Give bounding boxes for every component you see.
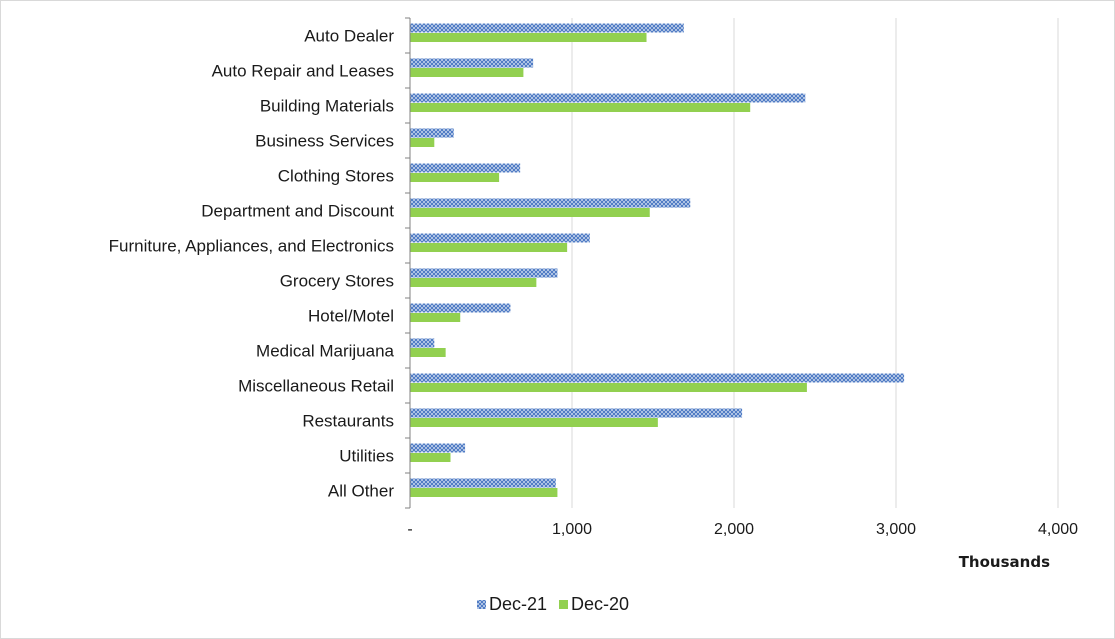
x-tick-label: 3,000 <box>876 521 916 538</box>
grid-lines <box>571 18 1059 508</box>
bar-dec-21-4 <box>410 163 521 173</box>
category-label: Miscellaneous Retail <box>238 377 394 396</box>
bar-dec-20-0 <box>410 33 647 42</box>
x-tick-label: 1,000 <box>552 521 592 538</box>
category-label: Restaurants <box>302 412 394 431</box>
bar-dec-21-10 <box>410 373 905 383</box>
bar-dec-21-7 <box>410 268 558 278</box>
legend-label-dec-20: Dec-20 <box>571 594 629 614</box>
bar-dec-21-11 <box>410 408 743 418</box>
bar-dec-21-13 <box>410 478 556 488</box>
bar-dec-20-12 <box>410 453 451 462</box>
bar-dec-20-13 <box>410 488 558 497</box>
bar-dec-21-0 <box>410 23 684 33</box>
legend: Dec-21 Dec-20 <box>477 594 629 614</box>
bar-dec-20-6 <box>410 243 568 252</box>
bar-dec-20-7 <box>410 278 537 287</box>
axes <box>405 17 411 509</box>
bars <box>410 23 905 497</box>
x-tick-labels: - 1,000 2,000 3,000 4,000 <box>407 521 1078 538</box>
legend-swatch-dec-21 <box>477 600 486 609</box>
x-tick-label: 4,000 <box>1038 521 1078 538</box>
category-label: Department and Discount <box>201 202 394 221</box>
bar-dec-21-2 <box>410 93 806 103</box>
category-label: Auto Repair and Leases <box>212 62 394 81</box>
x-axis-title: Thousands <box>959 553 1050 571</box>
category-label: Utilities <box>339 447 394 466</box>
bar-dec-21-1 <box>410 58 534 68</box>
bar-dec-21-5 <box>410 198 691 208</box>
bar-dec-20-2 <box>410 103 751 112</box>
category-label: Auto Dealer <box>304 27 394 46</box>
x-tick-label: - <box>407 521 412 538</box>
category-labels: Auto Dealer Auto Repair and Leases Buildin… <box>109 27 395 501</box>
bar-dec-21-12 <box>410 443 466 453</box>
bar-dec-20-10 <box>410 383 807 392</box>
bar-dec-21-9 <box>410 338 435 348</box>
category-label: Hotel/Motel <box>308 307 394 326</box>
category-label: Medical Marijuana <box>256 342 394 361</box>
x-tick-label: 2,000 <box>714 521 754 538</box>
category-label: All Other <box>328 482 394 501</box>
bar-dec-20-9 <box>410 348 446 357</box>
category-label: Clothing Stores <box>278 167 394 186</box>
legend-swatch-dec-20 <box>559 600 568 609</box>
bar-dec-21-3 <box>410 128 454 138</box>
category-label: Building Materials <box>260 97 394 116</box>
bar-dec-20-11 <box>410 418 658 427</box>
bar-dec-21-6 <box>410 233 590 243</box>
bar-dec-20-3 <box>410 138 435 147</box>
bar-dec-20-4 <box>410 173 500 182</box>
category-label: Business Services <box>255 132 394 151</box>
category-label: Furniture, Appliances, and Electronics <box>109 237 394 256</box>
bar-dec-20-8 <box>410 313 461 322</box>
bar-dec-20-5 <box>410 208 650 217</box>
bar-dec-20-1 <box>410 68 524 77</box>
legend-label-dec-21: Dec-21 <box>489 594 547 614</box>
category-label: Grocery Stores <box>280 272 394 291</box>
bar-dec-21-8 <box>410 303 511 313</box>
